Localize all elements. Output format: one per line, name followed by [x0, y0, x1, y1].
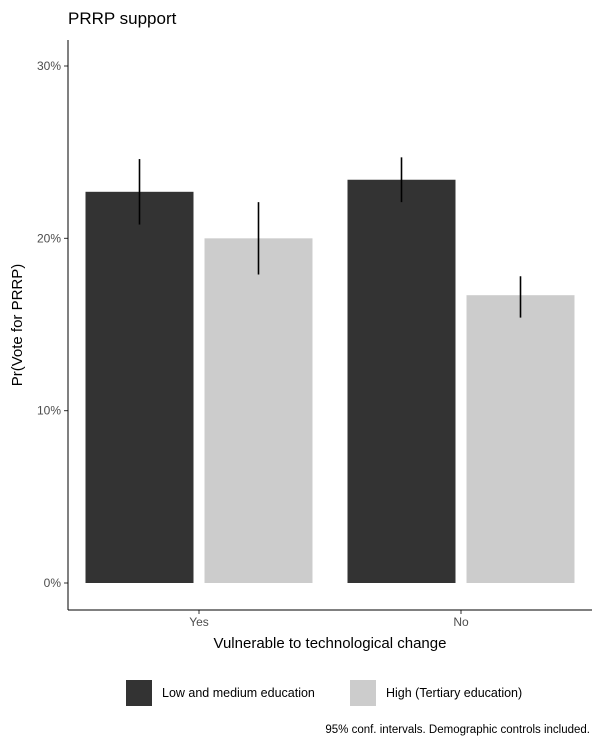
bar	[347, 179, 456, 584]
x-tick-label: Yes	[189, 615, 209, 629]
y-axis-ticks: 0% 10% 20% 30%	[37, 59, 68, 590]
bar	[204, 238, 313, 584]
y-tick-label: 20%	[37, 231, 61, 245]
legend-label: Low and medium education	[162, 686, 315, 700]
x-axis-title: Vulnerable to technological change	[214, 635, 447, 652]
y-tick-label: 30%	[37, 59, 61, 73]
x-axis-ticks: Yes No	[189, 610, 469, 629]
x-tick-label: No	[453, 615, 469, 629]
legend-label: High (Tertiary education)	[386, 686, 522, 700]
y-axis-title: Pr(Vote for PRRP)	[9, 264, 26, 387]
bar	[85, 191, 194, 583]
y-tick-label: 10%	[37, 404, 61, 418]
legend-swatch	[126, 680, 152, 706]
error-bars	[138, 157, 522, 318]
bars	[85, 179, 575, 584]
chart-title: PRRP support	[68, 9, 177, 28]
chart-caption: 95% conf. intervals. Demographic control…	[325, 724, 590, 736]
legend: Low and medium education High (Tertiary e…	[126, 680, 522, 706]
legend-swatch	[350, 680, 376, 706]
y-tick-label: 0%	[44, 576, 62, 590]
bar	[466, 295, 575, 583]
